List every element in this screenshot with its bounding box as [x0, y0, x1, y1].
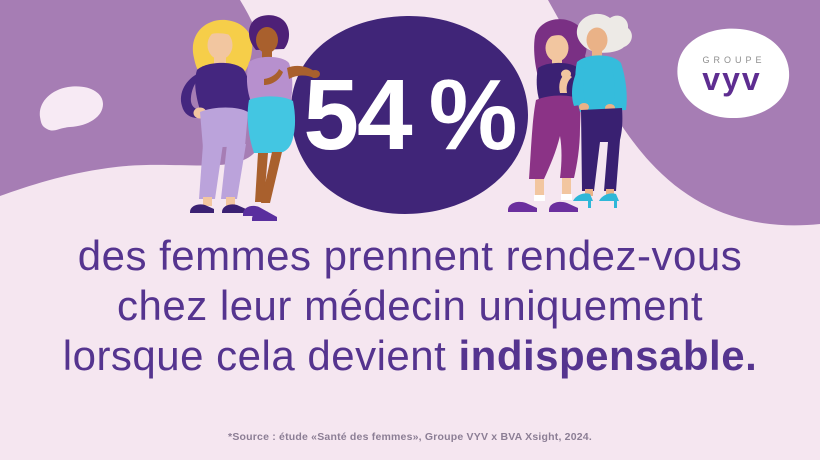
teal-heel-shoe — [573, 193, 593, 201]
blonde-pants-hips — [200, 107, 248, 148]
white-sock — [534, 195, 545, 201]
blonde-leg-right — [221, 144, 246, 199]
white-sock — [561, 194, 572, 200]
extended-arm — [287, 65, 316, 79]
stat-bubble — [290, 15, 528, 215]
headline-line-3: lorsque cela devient indispensable. — [0, 331, 820, 381]
woman-elderly — [572, 13, 632, 208]
headline-line-2: chez leur médecin uniquement — [116, 282, 703, 329]
woman-blonde — [180, 19, 254, 213]
blonde-leg-left — [199, 144, 223, 199]
blonde-face — [207, 30, 233, 60]
heel — [588, 201, 591, 208]
elderly-face — [586, 27, 608, 53]
ankle — [606, 189, 614, 196]
teal-heel-shoe — [599, 193, 619, 201]
teal-sleeve — [572, 66, 586, 106]
dark-neck — [262, 51, 272, 59]
illustration-left-women — [180, 15, 320, 221]
purple-hair-face — [545, 34, 569, 62]
ankle — [562, 178, 571, 195]
purple-hair-fringe — [545, 31, 572, 40]
heel — [614, 201, 617, 208]
blonde-fringe — [206, 28, 236, 38]
elderly-hand — [579, 103, 589, 111]
dark-face — [256, 27, 278, 53]
source-note: *Source : étude «Santé des femmes», Grou… — [228, 431, 592, 443]
teal-sleeve — [612, 66, 626, 108]
headline: des femmes prennent rendez-vous chez leu… — [0, 231, 820, 381]
blonde-blouse — [195, 62, 251, 116]
blonde-neck — [214, 56, 226, 66]
blonde-ankle — [226, 197, 235, 206]
blonde-ankle — [203, 197, 212, 206]
logo-brand-wordmark: vyv — [702, 61, 762, 97]
indigo-pants — [581, 108, 623, 191]
blonde-shoe — [222, 204, 246, 213]
woman-dark-skin — [243, 15, 320, 221]
pensive-forearm — [559, 73, 572, 93]
plum-culottes — [529, 95, 581, 179]
purple-sneaker — [549, 201, 578, 212]
logo-group-label: GROUPE — [702, 55, 766, 65]
stat-value: 54 % — [303, 58, 517, 171]
headline-line-1: des femmes prennent rendez-vous — [77, 232, 743, 279]
headline-line-3-prefix: lorsque cela devient — [62, 332, 459, 379]
blonde-arm — [180, 73, 202, 118]
pink-teardrop-shape — [39, 86, 103, 131]
logo-blob — [677, 28, 790, 119]
extended-hand — [310, 70, 320, 78]
ankle — [535, 179, 544, 195]
teal-skirt — [247, 96, 296, 153]
purple-sneaker — [252, 210, 277, 221]
indigo-top — [536, 62, 583, 103]
ankle — [585, 189, 593, 196]
elderly-neck — [592, 50, 602, 59]
purple-sneaker — [508, 201, 537, 212]
blonde-shoe — [190, 204, 214, 213]
arm-across-chest — [264, 69, 283, 85]
headline-line-3-bold: indispensable. — [458, 332, 758, 379]
dark-leg — [261, 152, 282, 203]
hand-at-chin — [561, 69, 571, 79]
illustration-right-women — [508, 13, 632, 212]
